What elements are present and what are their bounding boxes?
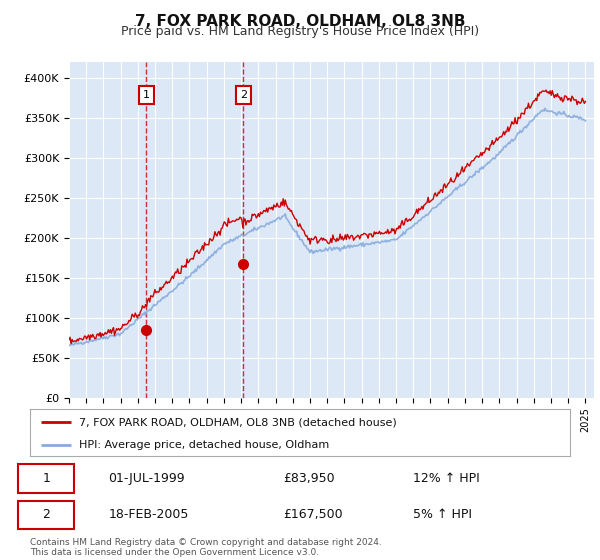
Text: 5% ↑ HPI: 5% ↑ HPI <box>413 508 472 521</box>
Text: HPI: Average price, detached house, Oldham: HPI: Average price, detached house, Oldh… <box>79 440 329 450</box>
Text: Contains HM Land Registry data © Crown copyright and database right 2024.
This d: Contains HM Land Registry data © Crown c… <box>30 538 382 557</box>
FancyBboxPatch shape <box>18 501 74 529</box>
Text: 1: 1 <box>143 90 150 100</box>
Text: £83,950: £83,950 <box>283 472 335 485</box>
Text: 1: 1 <box>42 472 50 485</box>
Text: 12% ↑ HPI: 12% ↑ HPI <box>413 472 479 485</box>
Text: 01-JUL-1999: 01-JUL-1999 <box>108 472 185 485</box>
Text: 2: 2 <box>239 90 247 100</box>
Text: 2: 2 <box>42 508 50 521</box>
Text: 7, FOX PARK ROAD, OLDHAM, OL8 3NB (detached house): 7, FOX PARK ROAD, OLDHAM, OL8 3NB (detac… <box>79 417 397 427</box>
Text: 7, FOX PARK ROAD, OLDHAM, OL8 3NB: 7, FOX PARK ROAD, OLDHAM, OL8 3NB <box>135 14 465 29</box>
Text: £167,500: £167,500 <box>283 508 343 521</box>
Text: Price paid vs. HM Land Registry's House Price Index (HPI): Price paid vs. HM Land Registry's House … <box>121 25 479 38</box>
FancyBboxPatch shape <box>18 464 74 493</box>
Text: 18-FEB-2005: 18-FEB-2005 <box>108 508 188 521</box>
